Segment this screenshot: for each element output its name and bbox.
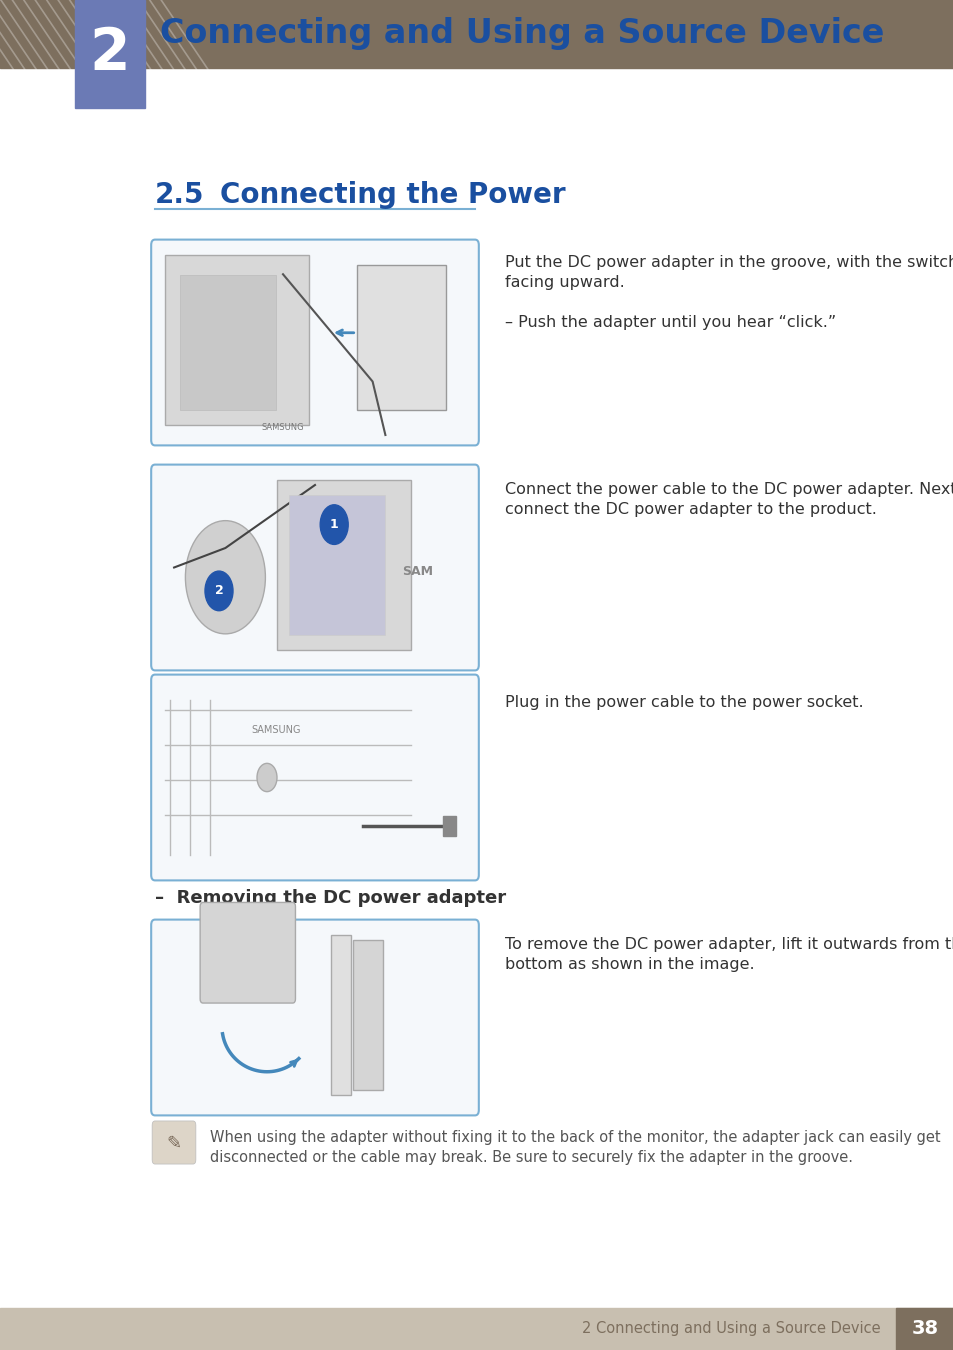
- Text: disconnected or the cable may break. Be sure to securely fix the adapter in the : disconnected or the cable may break. Be …: [210, 1150, 852, 1165]
- Bar: [75, 0, 145, 108]
- Circle shape: [205, 571, 233, 610]
- Text: To remove the DC power adapter, lift it outwards from the: To remove the DC power adapter, lift it …: [504, 937, 953, 952]
- FancyBboxPatch shape: [200, 902, 295, 1003]
- Text: When using the adapter without fixing it to the back of the monitor, the adapter: When using the adapter without fixing it…: [210, 1130, 940, 1145]
- Text: 1: 1: [330, 518, 338, 531]
- Text: bottom as shown in the image.: bottom as shown in the image.: [504, 957, 754, 972]
- FancyBboxPatch shape: [152, 1120, 195, 1164]
- Bar: [895, 1308, 953, 1350]
- FancyBboxPatch shape: [151, 675, 478, 880]
- Text: facing upward.: facing upward.: [504, 275, 624, 290]
- Bar: [0, 0, 953, 68]
- Bar: [331, 936, 351, 1095]
- Circle shape: [185, 521, 265, 634]
- Bar: [276, 481, 411, 649]
- Text: SAMSUNG: SAMSUNG: [252, 725, 301, 734]
- Text: 2: 2: [90, 26, 131, 82]
- FancyBboxPatch shape: [151, 919, 478, 1115]
- Text: 2 Connecting and Using a Source Device: 2 Connecting and Using a Source Device: [581, 1322, 880, 1336]
- Bar: [180, 275, 275, 410]
- Text: Put the DC power adapter in the groove, with the switch: Put the DC power adapter in the groove, …: [504, 255, 953, 270]
- Text: –  Removing the DC power adapter: – Removing the DC power adapter: [154, 890, 506, 907]
- Text: Plug in the power cable to the power socket.: Plug in the power cable to the power soc…: [504, 695, 862, 710]
- Text: Connecting and Using a Source Device: Connecting and Using a Source Device: [160, 18, 883, 50]
- Circle shape: [256, 763, 276, 791]
- Text: 2.5: 2.5: [154, 181, 204, 209]
- Bar: [289, 495, 385, 634]
- Bar: [356, 265, 446, 410]
- FancyBboxPatch shape: [151, 239, 478, 446]
- Text: SAMSUNG: SAMSUNG: [261, 424, 304, 432]
- Text: ✎: ✎: [166, 1135, 181, 1153]
- Text: Connect the power cable to the DC power adapter. Next,: Connect the power cable to the DC power …: [504, 482, 953, 497]
- Bar: [353, 940, 383, 1089]
- Text: – Push the adapter until you hear “click.”: – Push the adapter until you hear “click…: [504, 315, 836, 329]
- Bar: [0, 1308, 953, 1350]
- FancyBboxPatch shape: [151, 464, 478, 671]
- Bar: [165, 255, 309, 425]
- Text: SAM: SAM: [402, 564, 433, 578]
- Text: connect the DC power adapter to the product.: connect the DC power adapter to the prod…: [504, 502, 876, 517]
- Text: 38: 38: [910, 1319, 938, 1338]
- Circle shape: [320, 505, 348, 544]
- Text: Connecting the Power: Connecting the Power: [220, 181, 565, 209]
- Bar: [442, 817, 456, 836]
- Text: 2: 2: [214, 585, 223, 598]
